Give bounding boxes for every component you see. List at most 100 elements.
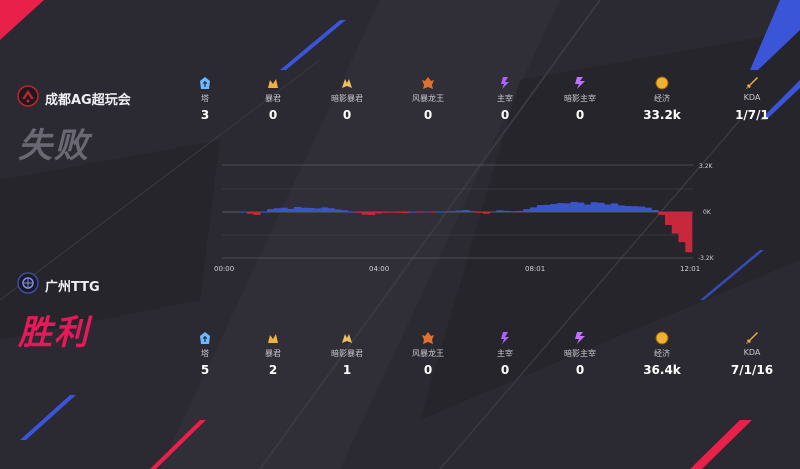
stat-value: 36.4k: [643, 363, 681, 377]
stat-label: 塔: [201, 94, 209, 103]
sword-icon: [746, 77, 758, 89]
stat-storm-dragon: 风暴龙王 0: [393, 75, 463, 122]
gold-diff-bar: [469, 211, 477, 212]
gold-diff-bar: [381, 212, 389, 213]
overlord-icon: [501, 332, 509, 344]
gold-diff-bar: [388, 212, 396, 213]
y-tick-zero: 0K: [703, 209, 712, 216]
stat-sword: KDA 1/7/1: [717, 75, 787, 122]
stat-label: 暴君: [265, 349, 281, 358]
gold-diff-bar: [287, 208, 295, 212]
gold-diff-bar: [651, 209, 659, 212]
stat-value: 1/7/1: [735, 108, 769, 122]
stat-label: 暗影主宰: [564, 349, 596, 358]
gold-diff-bar: [240, 212, 248, 213]
gold-diff-bar: [557, 203, 565, 212]
gold-diff-bar: [415, 212, 423, 213]
shadow-overlord-icon: [575, 77, 585, 89]
shadow-overlord-icon: [575, 332, 585, 344]
stat-storm-dragon: 风暴龙王 0: [393, 330, 463, 377]
stat-label: 经济: [654, 94, 670, 103]
gold-diff-bar: [597, 202, 605, 212]
gold-diff-bar: [435, 212, 443, 213]
gold-diff-bar: [300, 207, 308, 212]
stat-shadow-overlord: 暗影主宰 0: [545, 75, 615, 122]
gold-diff-bar: [631, 206, 639, 212]
gold-diff-bar: [685, 212, 693, 253]
stat-label: KDA: [743, 93, 761, 102]
team-logo-ttg: [17, 272, 39, 294]
gold-diff-bar: [442, 211, 450, 213]
shadow-tyrant-icon: [342, 334, 352, 343]
gold-diff-bar: [341, 210, 349, 212]
gold-diff-bar: [489, 211, 497, 213]
stat-tyrant: 暴君 0: [238, 75, 308, 122]
gold-diff-bar: [476, 212, 484, 213]
x-tick-1: 04:00: [369, 265, 389, 273]
stat-label: 主宰: [497, 349, 513, 358]
stat-shadow-tyrant: 暗影暴君 0: [312, 75, 382, 122]
tower-icon: [200, 77, 210, 89]
stat-shadow-tyrant: 暗影暴君 1: [312, 330, 382, 377]
stat-sword: KDA 7/1/16: [717, 330, 787, 377]
stat-value: 0: [342, 108, 352, 122]
tyrant-icon: [268, 79, 278, 88]
stat-value: 0: [500, 363, 510, 377]
gold-diff-bar: [395, 212, 403, 213]
sword-icon: [746, 332, 758, 344]
gold-diff-bar: [455, 210, 463, 212]
stat-tyrant: 暴君 2: [238, 330, 308, 377]
gold-diff-bar: [428, 212, 436, 213]
gold-diff-bar: [422, 211, 430, 213]
gold-diff-bar: [449, 211, 457, 212]
gold-diff-bar: [671, 212, 679, 234]
gold-diff-bar: [482, 212, 490, 214]
stat-value: 33.2k: [643, 108, 681, 122]
gold-diff-bar: [462, 209, 470, 212]
team-name-ag: 成都AG超玩会: [45, 93, 131, 108]
gold-diff-bar: [678, 212, 686, 243]
stat-value: 2: [268, 363, 278, 377]
gold-diff-bar: [570, 201, 578, 212]
stat-label: 暴君: [265, 94, 281, 103]
stat-gold: 经济 33.2k: [627, 75, 697, 122]
stat-value: 7/1/16: [730, 363, 774, 377]
stat-value: 0: [423, 108, 433, 122]
gold-diff-bar: [347, 212, 355, 213]
gold-diff-bar: [604, 204, 612, 213]
gold-diff-bar: [584, 204, 592, 213]
stat-overlord: 主宰 0: [470, 330, 540, 377]
stat-label: 塔: [201, 349, 209, 358]
gold-diff-bar: [354, 212, 362, 213]
gold-diff-bar: [523, 209, 531, 213]
gold-diff-bar: [266, 209, 275, 213]
tower-icon: [200, 332, 210, 344]
stat-label: 风暴龙王: [412, 349, 444, 358]
gold-diff-bar: [550, 203, 558, 212]
overlord-icon: [501, 77, 509, 89]
gold-diff-bar: [307, 207, 315, 212]
gold-diff-bar: [638, 206, 646, 212]
stat-value: 0: [500, 108, 510, 122]
gold-icon: [655, 76, 669, 90]
y-tick-top: 3.2K: [699, 163, 714, 170]
stat-value: 5: [200, 363, 210, 377]
gold-diff-bar: [658, 212, 666, 215]
gold-diff-bar: [665, 212, 673, 225]
stat-label: 经济: [654, 349, 670, 358]
stat-value: 1: [342, 363, 352, 377]
gold-diff-bar: [401, 212, 409, 214]
gold-diff-bar: [408, 212, 416, 213]
gold-diff-bar: [577, 202, 585, 212]
gold-diff-bar: [503, 210, 511, 212]
stat-label: 主宰: [497, 94, 513, 103]
team-name-ttg: 广州TTG: [45, 280, 100, 295]
gold-diff-bar: [280, 207, 288, 212]
stat-gold: 经济 36.4k: [627, 330, 697, 377]
stat-value: 0: [268, 108, 278, 122]
gold-diff-bar: [611, 203, 619, 213]
stat-value: 3: [200, 108, 210, 122]
stat-label: 暗影暴君: [331, 349, 363, 358]
